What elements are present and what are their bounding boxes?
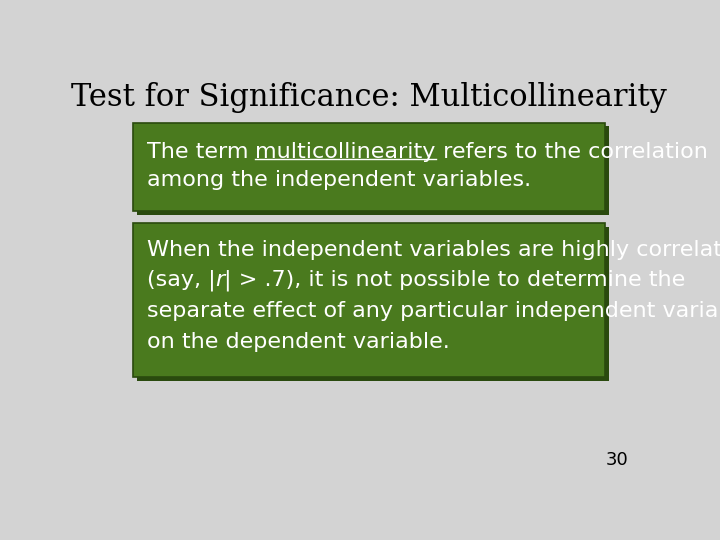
Text: When the independent variables are highly correlated: When the independent variables are highl… xyxy=(147,240,720,260)
Text: r: r xyxy=(215,271,225,291)
Text: Test for Significance: Multicollinearity: Test for Significance: Multicollinearity xyxy=(71,82,667,113)
Text: 30: 30 xyxy=(606,451,629,469)
Text: refers to the correlation: refers to the correlation xyxy=(436,142,708,162)
FancyBboxPatch shape xyxy=(137,226,609,381)
Text: The term: The term xyxy=(147,142,255,162)
Text: multicollinearity: multicollinearity xyxy=(255,142,436,162)
Text: (say, |: (say, | xyxy=(147,269,215,291)
Text: separate effect of any particular independent variable: separate effect of any particular indepe… xyxy=(147,301,720,321)
FancyBboxPatch shape xyxy=(137,126,609,215)
Text: | > .7), it is not possible to determine the: | > .7), it is not possible to determine… xyxy=(225,269,685,291)
FancyBboxPatch shape xyxy=(132,123,606,211)
FancyBboxPatch shape xyxy=(132,222,606,377)
Text: among the independent variables.: among the independent variables. xyxy=(147,170,531,190)
Text: on the dependent variable.: on the dependent variable. xyxy=(147,332,449,352)
